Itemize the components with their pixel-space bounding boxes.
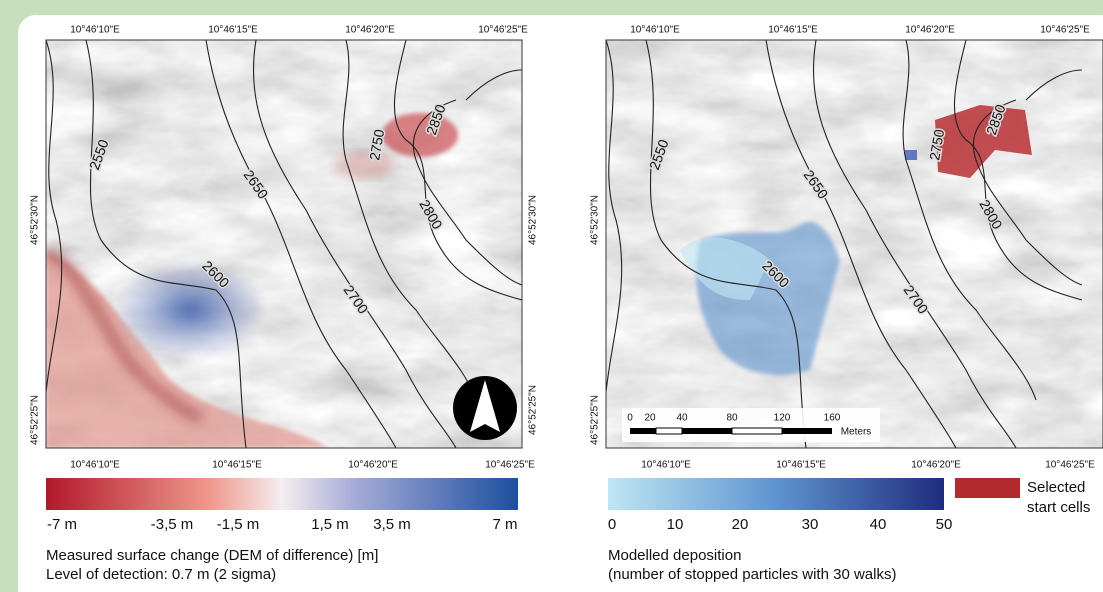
coord-label: 10°46'25"E — [485, 460, 535, 471]
coord-label: 46°52'30"N — [30, 195, 41, 245]
colorbar-tick: 50 — [936, 516, 953, 533]
legend-label: start cells — [1027, 499, 1090, 516]
coord-label: 10°46'10"E — [630, 25, 680, 36]
colorbar-tick: 10 — [667, 516, 684, 533]
colorbar-tick: -1,5 m — [217, 516, 260, 533]
colorbar — [46, 478, 518, 510]
colorbar-tick: -7 m — [47, 516, 77, 533]
scale-label: 0 — [627, 413, 633, 424]
coord-label: 10°46'25"E — [1040, 25, 1090, 36]
left-map — [44, 40, 522, 448]
scale-label: 120 — [774, 413, 791, 424]
colorbar-tick: 3,5 m — [373, 516, 411, 533]
scale-label: 20 — [644, 413, 656, 424]
scale-label: 80 — [726, 413, 738, 424]
figure: 10°46'10"E 10°46'15"E 10°46'20"E 10°46'25"E… — [0, 0, 1103, 592]
coord-label: 46°52'25"N — [30, 395, 41, 445]
scale-label: 160 — [824, 413, 841, 424]
coord-label: 46°52'25"N — [528, 385, 539, 435]
coord-label: 10°46'20"E — [911, 460, 961, 471]
coord-label: 10°46'10"E — [70, 460, 120, 471]
coord-label: 10°46'10"E — [641, 460, 691, 471]
coord-label: 10°46'15"E — [212, 460, 262, 471]
coord-label: 10°46'20"E — [348, 460, 398, 471]
colorbar-tick: 0 — [608, 516, 616, 533]
colorbar-tick: 7 m — [492, 516, 517, 533]
colorbar-tick: 40 — [870, 516, 887, 533]
start-cells-swatch — [955, 478, 1020, 498]
coord-label: 10°46'10"E — [70, 25, 120, 36]
coord-label: 10°46'15"E — [208, 25, 258, 36]
colorbar-tick: 20 — [732, 516, 749, 533]
caption: Modelled deposition — [608, 547, 741, 564]
colorbar-tick: -3,5 m — [151, 516, 194, 533]
coord-label: 46°52'30"N — [590, 195, 601, 245]
coord-label: 10°46'25"E — [1045, 460, 1095, 471]
coord-label: 46°52'25"N — [590, 395, 601, 445]
coord-label: 10°46'15"E — [776, 460, 826, 471]
scale-label: 40 — [676, 413, 688, 424]
coord-label: 10°46'20"E — [905, 25, 955, 36]
coord-label: 10°46'25"E — [478, 25, 528, 36]
scale-bar — [630, 428, 832, 434]
caption: Measured surface change (DEM of differen… — [46, 547, 378, 564]
page: { "left_map": { "top_labels": ["10°46'10… — [0, 0, 1103, 592]
colorbar — [608, 478, 944, 510]
legend-label: Selected — [1027, 479, 1085, 496]
caption: Level of detection: 0.7 m (2 sigma) — [46, 566, 276, 583]
scale-unit: Meters — [841, 427, 872, 438]
right-map — [604, 40, 1103, 448]
coord-label: 10°46'20"E — [345, 25, 395, 36]
colorbar-tick: 1,5 m — [311, 516, 349, 533]
colorbar-tick: 30 — [802, 516, 819, 533]
coord-label: 10°46'15"E — [768, 25, 818, 36]
caption: (number of stopped particles with 30 wal… — [608, 566, 896, 583]
coord-label: 46°52'30"N — [528, 195, 539, 245]
